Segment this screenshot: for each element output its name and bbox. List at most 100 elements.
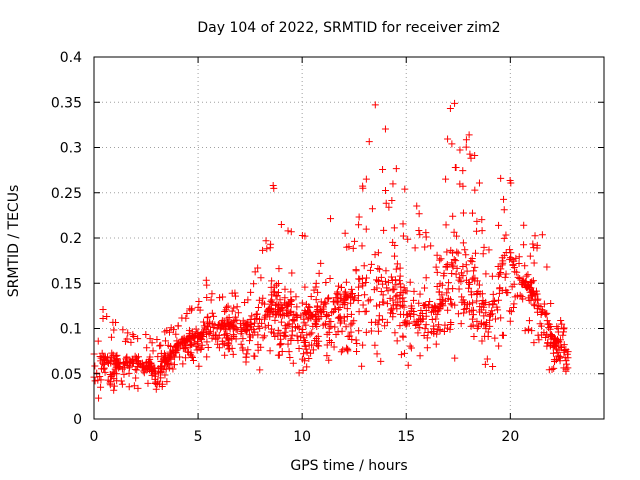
data-point [399,232,407,240]
data-point [437,255,445,263]
data-point [535,336,543,344]
data-point [102,356,110,364]
data-point [486,322,494,330]
data-point [560,348,568,356]
data-point [444,135,452,143]
data-point [323,341,331,349]
data-point [244,346,252,354]
data-point [275,265,283,273]
data-point [347,299,355,307]
data-point [334,291,342,299]
data-point [203,314,211,322]
data-point [127,338,135,346]
data-point [118,365,126,373]
axis-ticks: 0 0.05 0.1 0.15 0.2 0.25 0.3 0.35 0.4 0 5 10 15 20 [51,50,604,445]
data-point [365,138,373,146]
data-point [256,366,264,374]
data-point [473,227,481,235]
data-point [474,322,482,330]
data-point [341,288,349,296]
data-point [273,292,281,300]
data-point [494,262,502,270]
data-point [226,345,234,353]
data-point [129,331,137,339]
data-point [266,244,274,252]
data-point [368,205,376,213]
data-point [446,296,454,304]
data-point [158,380,166,388]
data-point [563,360,571,368]
data-point [374,327,382,335]
data-point [173,340,181,348]
data-point [192,325,200,333]
data-point [362,225,370,233]
data-point [156,342,164,350]
data-point [495,221,503,229]
data-point [298,299,306,307]
data-point [359,182,367,190]
data-point [230,304,238,312]
data-point [96,353,104,361]
data-point [321,298,329,306]
data-point [362,279,370,287]
data-point [397,310,405,318]
data-point [203,338,211,346]
data-point [241,325,249,333]
data-point [431,303,439,311]
data-point [558,320,566,328]
data-point [399,294,407,302]
data-point [560,325,568,333]
data-point [416,324,424,332]
y-tick-label: 0.35 [51,95,82,111]
data-point [480,243,488,251]
data-point [452,163,460,171]
data-point [410,308,418,316]
data-point [548,365,556,373]
data-point [142,358,150,366]
data-point [391,329,399,337]
data-point [301,232,309,240]
data-point [382,199,390,207]
data-point [259,334,267,342]
data-point [352,266,360,274]
data-point [289,316,297,324]
data-point [482,270,490,278]
data-point [485,246,493,254]
data-point [471,249,479,257]
data-point [377,357,385,365]
data-point [548,332,556,340]
data-point [379,166,387,174]
data-point [221,307,229,315]
data-point [182,354,190,362]
data-point [495,296,503,304]
data-point [429,308,437,316]
data-point [518,293,526,301]
data-point [459,167,467,175]
data-point [521,262,529,270]
data-point [481,321,489,329]
data-point [478,290,486,298]
data-point [233,326,241,334]
data-point [494,306,502,314]
data-point [210,331,218,339]
data-point [506,307,514,315]
data-point [471,186,479,194]
data-point [286,353,294,361]
data-point [174,344,182,352]
data-point [209,324,217,332]
data-point [315,269,323,277]
data-point [520,221,528,229]
data-point [217,319,225,327]
data-point [234,309,242,317]
data-point [300,310,308,318]
data-point [161,362,169,370]
data-point [142,365,150,373]
data-point [252,311,260,319]
data-point [467,154,475,162]
data-point [362,175,370,183]
data-point [463,267,471,275]
data-point [231,289,239,297]
data-point [383,300,391,308]
data-point [396,302,404,310]
